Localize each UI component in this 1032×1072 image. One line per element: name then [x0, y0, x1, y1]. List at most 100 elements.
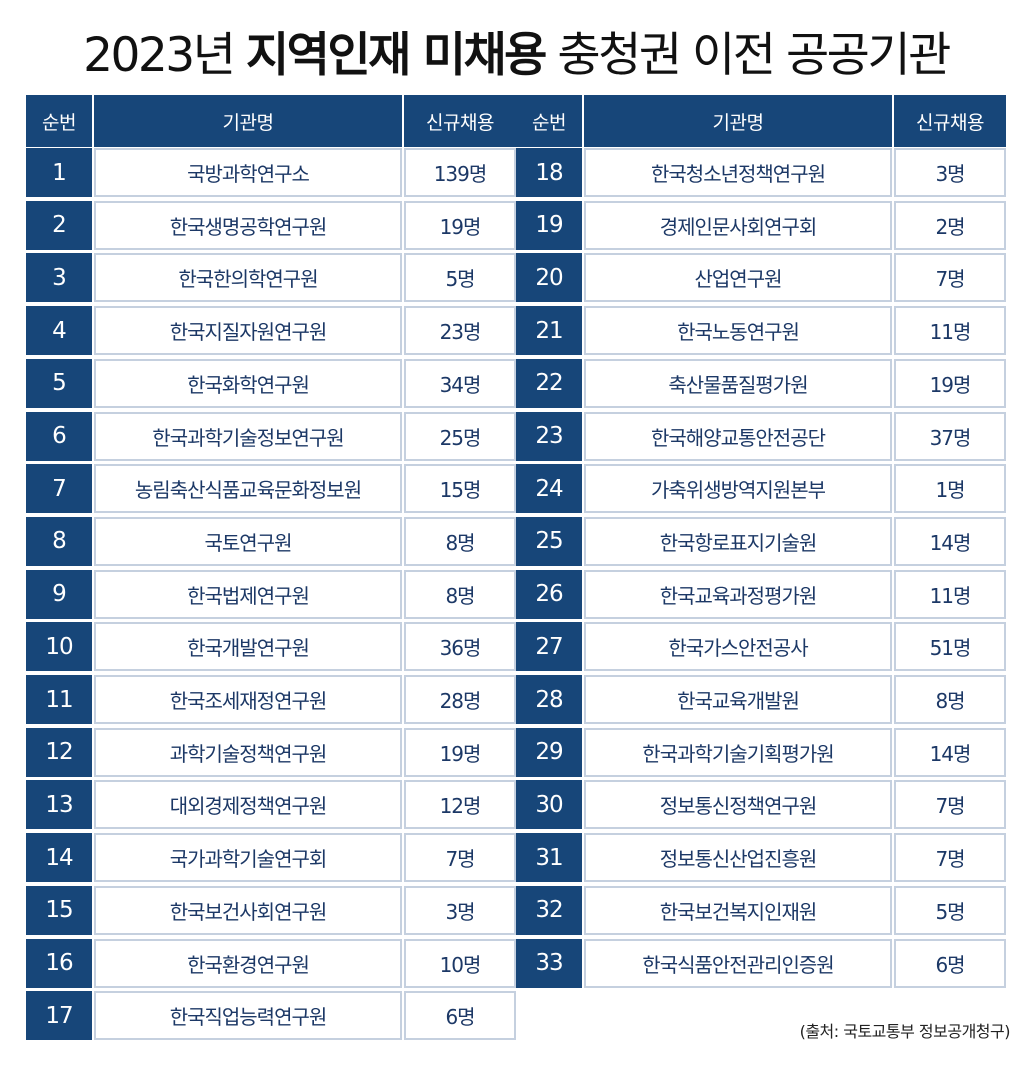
cell-name: 대외경제정책연구원 — [94, 780, 402, 830]
cell-hires: 11명 — [894, 569, 1006, 619]
source-note: (출처: 국토교통부 정보공개청구) — [799, 1022, 1011, 1041]
cell-rank: 26 — [516, 569, 582, 619]
cell-rank: 6 — [26, 411, 92, 461]
header-rank-left: 순번 — [26, 95, 92, 147]
cell-hires: 7명 — [894, 833, 1006, 883]
cell-rank: 19 — [516, 200, 582, 250]
cell-rank: 23 — [516, 411, 582, 461]
cell-hires: 37명 — [894, 411, 1006, 461]
cell-hires: 7명 — [894, 780, 1006, 830]
cell-rank: 22 — [516, 358, 582, 408]
cell-rank: 21 — [516, 306, 582, 356]
cell-hires: 7명 — [404, 833, 516, 883]
cell-rank: 12 — [26, 727, 92, 777]
cell-hires: 3명 — [894, 148, 1006, 197]
cell-name: 한국보건사회연구원 — [94, 885, 402, 935]
cell-name: 축산물품질평가원 — [584, 358, 892, 408]
cell-rank: 10 — [26, 622, 92, 672]
cell-hires: 23명 — [404, 306, 516, 356]
cell-hires: 8명 — [894, 675, 1006, 724]
cell-rank: 3 — [26, 253, 92, 303]
cell-name: 한국교육개발원 — [584, 675, 892, 724]
title-part1: 2023년 — [83, 28, 246, 83]
header-rank-right: 순번 — [516, 95, 582, 147]
title-bold: 지역인재 미채용 — [245, 28, 548, 83]
cell-rank: 1 — [26, 148, 92, 197]
cell-name: 한국항로표지기술원 — [584, 516, 892, 566]
cell-rank: 13 — [26, 780, 92, 830]
cell-hires: 6명 — [894, 938, 1006, 988]
cell-hires: 7명 — [894, 253, 1006, 303]
cell-hires: 3명 — [404, 885, 516, 935]
cell-name: 한국식품안전관리인증원 — [584, 938, 892, 988]
header-hires-right: 신규채용 — [894, 95, 1006, 147]
cell-hires: 25명 — [404, 411, 516, 461]
cell-name: 과학기술정책연구원 — [94, 727, 402, 777]
cell-name: 한국해양교통안전공단 — [584, 411, 892, 461]
cell-hires: 5명 — [404, 253, 516, 303]
cell-rank: 25 — [516, 516, 582, 566]
header-hires-left: 신규채용 — [404, 95, 516, 147]
cell-rank: 4 — [26, 306, 92, 356]
cell-hires: 8명 — [404, 569, 516, 619]
cell-rank: 31 — [516, 833, 582, 883]
cell-name: 한국가스안전공사 — [584, 622, 892, 672]
cell-name: 농림축산식품교육문화정보원 — [94, 464, 402, 514]
cell-name: 국토연구원 — [94, 516, 402, 566]
cell-hires: 19명 — [404, 200, 516, 250]
cell-rank: 27 — [516, 622, 582, 672]
cell-hires: 10명 — [404, 938, 516, 988]
cell-name: 한국교육과정평가원 — [584, 569, 892, 619]
cell-hires: 19명 — [404, 727, 516, 777]
title-part2: 충청권 이전 공공기관 — [544, 28, 951, 83]
cell-hires: 6명 — [404, 991, 516, 1041]
cell-rank: 30 — [516, 780, 582, 830]
cell-hires: 14명 — [894, 516, 1006, 566]
cell-rank: 29 — [516, 727, 582, 777]
cell-name: 한국보건복지인재원 — [584, 885, 892, 935]
cell-rank: 17 — [26, 991, 92, 1041]
cell-hires: 2명 — [894, 200, 1006, 250]
cell-rank: 33 — [516, 938, 582, 988]
cell-rank: 16 — [26, 938, 92, 988]
cell-rank: 8 — [26, 516, 92, 566]
cell-name: 한국과학기술정보연구원 — [94, 411, 402, 461]
cell-hires: 5명 — [894, 885, 1006, 935]
cell-name: 한국과학기술기획평가원 — [584, 727, 892, 777]
cell-hires: 14명 — [894, 727, 1006, 777]
cell-name: 한국화학연구원 — [94, 358, 402, 408]
cell-name: 한국직업능력연구원 — [94, 991, 402, 1041]
cell-hires: 34명 — [404, 358, 516, 408]
cell-hires: 1명 — [894, 464, 1006, 514]
cell-name: 한국환경연구원 — [94, 938, 402, 988]
cell-name: 한국조세재정연구원 — [94, 675, 402, 724]
cell-rank: 32 — [516, 885, 582, 935]
cell-rank: 28 — [516, 675, 582, 724]
cell-hires: 139명 — [404, 148, 516, 197]
cell-hires: 19명 — [894, 358, 1006, 408]
cell-name: 정보통신산업진흥원 — [584, 833, 892, 883]
cell-name: 산업연구원 — [584, 253, 892, 303]
cell-hires: 28명 — [404, 675, 516, 724]
cell-rank: 9 — [26, 569, 92, 619]
header-name-left: 기관명 — [94, 95, 402, 147]
header-name-right: 기관명 — [584, 95, 892, 147]
cell-hires: 15명 — [404, 464, 516, 514]
cell-name: 가축위생방역지원본부 — [584, 464, 892, 514]
cell-name: 국가과학기술연구회 — [94, 833, 402, 883]
cell-rank: 15 — [26, 885, 92, 935]
cell-rank: 11 — [26, 675, 92, 724]
cell-rank: 5 — [26, 358, 92, 408]
cell-name: 한국법제연구원 — [94, 569, 402, 619]
cell-name: 한국지질자원연구원 — [94, 306, 402, 356]
cell-rank: 14 — [26, 833, 92, 883]
cell-hires: 12명 — [404, 780, 516, 830]
cell-rank: 2 — [26, 200, 92, 250]
cell-hires: 8명 — [404, 516, 516, 566]
cell-name: 정보통신정책연구원 — [584, 780, 892, 830]
cell-name: 한국생명공학연구원 — [94, 200, 402, 250]
page-title: 2023년 지역인재 미채용 충청권 이전 공공기관 — [0, 16, 1032, 96]
cell-rank: 24 — [516, 464, 582, 514]
cell-name: 경제인문사회연구회 — [584, 200, 892, 250]
cell-name: 한국개발연구원 — [94, 622, 402, 672]
